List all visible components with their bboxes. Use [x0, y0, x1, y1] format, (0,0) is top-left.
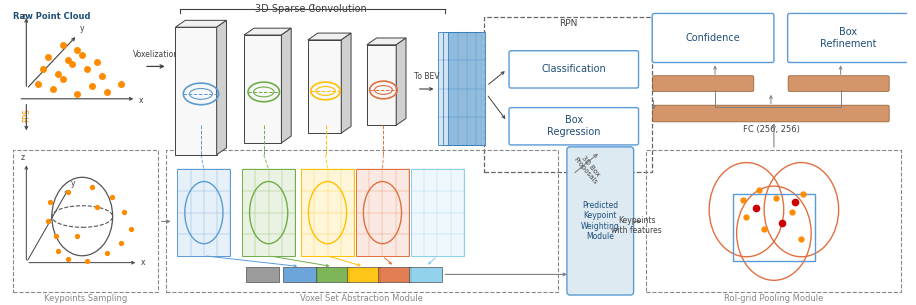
- Polygon shape: [366, 45, 397, 125]
- Bar: [246, 267, 279, 282]
- Polygon shape: [281, 28, 291, 143]
- Bar: [178, 170, 231, 256]
- Text: 3D Sparse Convolution: 3D Sparse Convolution: [255, 4, 366, 14]
- Text: RoI-grid Pooling Module: RoI-grid Pooling Module: [725, 294, 823, 303]
- Text: Keypoints
with features: Keypoints with features: [611, 216, 662, 235]
- Polygon shape: [308, 33, 351, 40]
- Text: x: x: [139, 96, 144, 105]
- Bar: [647, 150, 901, 292]
- Bar: [166, 150, 558, 292]
- Text: y: y: [71, 179, 75, 188]
- Text: Raw Point Cloud: Raw Point Cloud: [13, 13, 90, 21]
- Bar: [733, 194, 815, 261]
- Text: z: z: [21, 13, 26, 21]
- Bar: [411, 170, 463, 256]
- Polygon shape: [308, 40, 342, 133]
- Polygon shape: [366, 38, 406, 45]
- Text: x: x: [141, 258, 146, 267]
- Text: Keypoints Sampling: Keypoints Sampling: [44, 294, 126, 303]
- FancyBboxPatch shape: [652, 13, 774, 63]
- Text: Voxel Set Abstraction Module: Voxel Set Abstraction Module: [300, 294, 423, 303]
- FancyBboxPatch shape: [509, 108, 638, 145]
- Bar: [316, 267, 349, 282]
- Bar: [178, 170, 231, 256]
- Text: To BEV: To BEV: [414, 72, 440, 81]
- FancyBboxPatch shape: [567, 147, 634, 295]
- Polygon shape: [342, 33, 351, 133]
- Polygon shape: [397, 38, 406, 125]
- Text: Box
Regression: Box Regression: [547, 116, 601, 137]
- Bar: [13, 150, 158, 292]
- FancyBboxPatch shape: [788, 76, 889, 92]
- Polygon shape: [443, 32, 481, 145]
- Text: Predicted
Keypoint
Weighting
Module: Predicted Keypoint Weighting Module: [581, 201, 619, 241]
- Bar: [409, 267, 442, 282]
- Bar: [301, 170, 354, 256]
- Polygon shape: [217, 20, 226, 155]
- Text: FPS: FPS: [22, 109, 31, 122]
- Bar: [411, 170, 463, 256]
- Text: FC (256, 256): FC (256, 256): [743, 125, 800, 134]
- Bar: [283, 267, 317, 282]
- Bar: [301, 170, 354, 256]
- FancyBboxPatch shape: [653, 76, 754, 92]
- Text: Confidence: Confidence: [686, 33, 740, 43]
- Bar: [347, 267, 380, 282]
- Polygon shape: [245, 35, 281, 143]
- Text: Box
Refinement: Box Refinement: [820, 27, 877, 49]
- Bar: [242, 170, 295, 256]
- FancyBboxPatch shape: [788, 13, 910, 63]
- Text: 3D Box
Proposals: 3D Box Proposals: [572, 151, 603, 185]
- Bar: [356, 170, 409, 256]
- Text: RPN: RPN: [559, 19, 577, 28]
- Polygon shape: [176, 27, 217, 155]
- Polygon shape: [176, 20, 226, 27]
- FancyBboxPatch shape: [509, 51, 638, 88]
- Bar: [242, 170, 295, 256]
- Text: z: z: [20, 152, 25, 162]
- Bar: [484, 17, 652, 172]
- Text: Classification: Classification: [541, 64, 606, 74]
- Text: Voxelization: Voxelization: [133, 50, 179, 59]
- Polygon shape: [439, 32, 475, 145]
- Text: y: y: [80, 24, 83, 33]
- FancyBboxPatch shape: [653, 105, 889, 122]
- Polygon shape: [245, 28, 291, 35]
- Bar: [377, 267, 411, 282]
- Bar: [356, 170, 409, 256]
- Polygon shape: [448, 32, 485, 145]
